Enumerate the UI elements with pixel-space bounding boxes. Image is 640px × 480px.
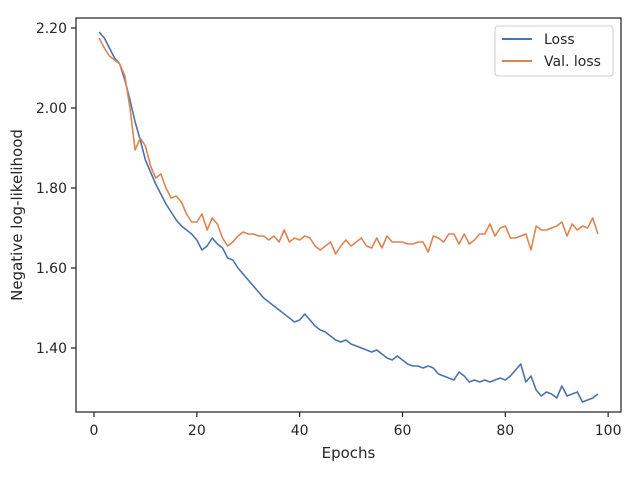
legend: Loss Val. loss (494, 25, 614, 77)
x-axis-label: Epochs (322, 444, 376, 462)
x-tick-label: 100 (595, 423, 622, 439)
y-axis-label: Negative log-likelihood (8, 129, 26, 301)
plot-area (76, 18, 621, 412)
x-tick-label: 60 (394, 423, 412, 439)
x-tick-label: 20 (188, 423, 206, 439)
x-tick-label: 40 (291, 423, 309, 439)
y-tick-label: 1.80 (36, 181, 67, 197)
legend-label-loss: Loss (544, 32, 575, 48)
axes-layer: 0 20 40 60 80 100 1.40 1.60 1.80 2.00 2.20 (36, 21, 622, 439)
series-line-loss (98, 31, 599, 403)
y-tick-label: 2.00 (36, 101, 67, 117)
series-layer (98, 31, 599, 403)
y-tick-label: 1.40 (36, 341, 67, 357)
y-tick-label: 1.60 (36, 261, 67, 277)
x-tick-label: 80 (496, 423, 514, 439)
legend-label-val-loss: Val. loss (544, 54, 601, 70)
x-tick-label: 0 (90, 423, 99, 439)
y-tick-label: 2.20 (36, 21, 67, 37)
series-line-val-loss (98, 37, 599, 255)
plot-frame (75, 17, 622, 413)
